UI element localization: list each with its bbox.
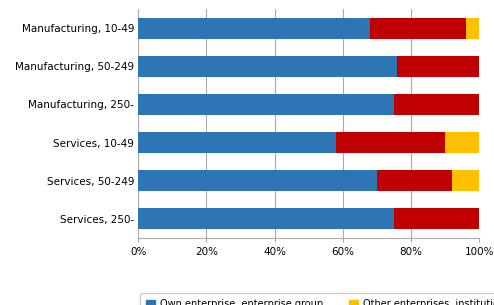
Bar xyxy=(370,18,465,39)
Legend: Own enterprise, enterprise group, Own enterprise together with others, Other ent: Own enterprise, enterprise group, Own en… xyxy=(140,293,494,305)
Bar xyxy=(138,56,397,77)
Bar xyxy=(465,18,479,39)
Bar xyxy=(394,208,479,229)
Bar xyxy=(138,18,370,39)
Bar xyxy=(394,94,479,115)
Bar xyxy=(138,94,394,115)
Bar xyxy=(336,132,445,153)
Bar xyxy=(138,208,394,229)
Bar xyxy=(377,170,452,191)
Bar xyxy=(397,56,479,77)
Bar xyxy=(138,132,336,153)
Bar xyxy=(452,170,479,191)
Bar xyxy=(138,170,377,191)
Bar xyxy=(445,132,479,153)
